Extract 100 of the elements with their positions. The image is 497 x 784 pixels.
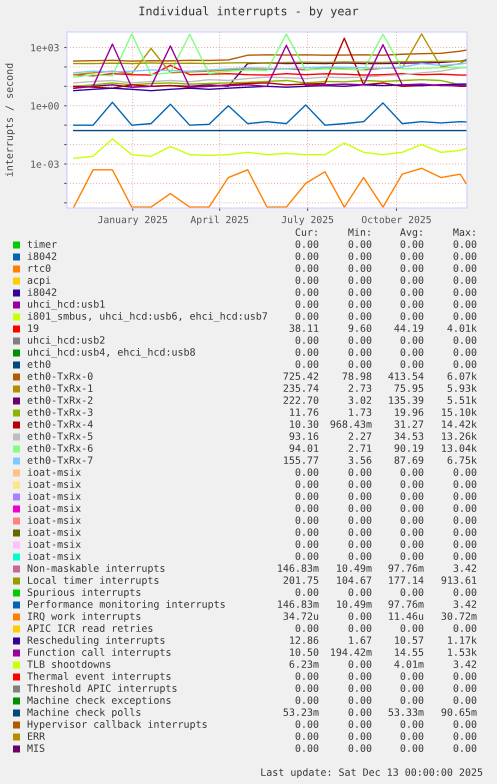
- legend-label: ioat-msix: [28, 528, 81, 536]
- legend-label: rtc0: [28, 264, 50, 272]
- text: 235.74 2.73 75.95 5.93k: [284, 384, 477, 392]
- text: 0.00 0.00 0.00 0.00: [296, 312, 476, 320]
- legend-label: ioat-msix: [28, 540, 81, 548]
- chart-title: Individual interrupts - by year: [139, 6, 358, 18]
- legend-label: Non-maskable interrupts: [28, 564, 164, 574]
- text: 155.77 3.56 87.69 6.75k: [284, 456, 477, 464]
- legend-label: Rescheduling interrupts: [28, 636, 164, 646]
- legend-label: ioat-msix: [28, 516, 81, 524]
- text: 94.01 2.71 90.19 13.04k: [290, 444, 477, 452]
- text: 0.00 0.00 0.00 0.00: [296, 516, 476, 524]
- text: Cur:: [296, 228, 317, 236]
- legend-label: i8042: [28, 288, 56, 296]
- text: 11.76 1.73 19.96 15.10k: [290, 408, 477, 416]
- text: 0.00 0.00 0.00 0.00: [296, 480, 476, 488]
- text: 0.00 0.00 0.00 0.00: [296, 504, 476, 512]
- legend-label: ioat-msix: [28, 468, 81, 476]
- legend-label: eth0-TxRx-1: [28, 384, 93, 392]
- text: 93.16 2.27 34.53 13.26k: [290, 432, 477, 440]
- legend-label: eth0-TxRx-5: [28, 432, 92, 440]
- text: 34.72u 0.00 11.46u 30.72m: [284, 612, 477, 620]
- text: 0.00 0.00 0.00 0.00: [296, 264, 476, 272]
- text: 0.00 0.00 0.00 0.00: [296, 732, 476, 740]
- legend-label: MIS: [27, 744, 44, 752]
- line-series: [73, 62, 467, 74]
- text: 0.00 0.00 0.00 0.00: [296, 468, 476, 476]
- text: 0.00 0.00 0.00 0.00: [296, 744, 476, 752]
- text: 0.00 0.00 0.00 0.00: [296, 552, 476, 560]
- text: 0.00 0.00 0.00 0.00: [296, 492, 476, 500]
- text: 12.86 1.67 10.57 1.17k: [290, 636, 477, 644]
- x-tick-label: January 2025: [98, 216, 168, 226]
- legend-label: eth0-TxRx-2: [28, 396, 92, 404]
- legend-label: IRQ work interrupts: [28, 612, 140, 622]
- line-series: [73, 102, 467, 126]
- text: 0.00 0.00 0.00 0.00: [296, 300, 476, 308]
- text: 146.83m 10.49m 97.76m 3.42: [278, 564, 476, 572]
- legend-label: Performance monitoring interrupts: [28, 600, 225, 610]
- text: Max:: [453, 228, 475, 236]
- legend-label: eth0-TxRx-0: [28, 372, 93, 380]
- text: Min:: [348, 228, 370, 236]
- legend-label: 19: [28, 324, 38, 332]
- text: Avg:: [400, 228, 422, 238]
- y-tick-label: 1e+00: [31, 102, 59, 110]
- text: 0.00 0.00 0.00 0.00: [296, 540, 476, 548]
- text: 0.00 0.00 0.00 0.00: [296, 672, 476, 680]
- line-series: [73, 168, 467, 208]
- text: 0.00 0.00 0.00 0.00: [296, 528, 476, 536]
- legend-label: Spurious interrupts: [28, 588, 140, 598]
- text: 0.00 0.00 0.00 0.00: [296, 624, 476, 632]
- text: 0.00 0.00 0.00 0.00: [296, 348, 476, 356]
- legend-label: acpi: [28, 276, 50, 286]
- text: 0.00 0.00 0.00 0.00: [296, 720, 476, 728]
- text: 0.00 0.00 0.00 0.00: [296, 252, 476, 260]
- legend-label: uhci_hcd:usb2: [28, 336, 104, 346]
- text: 0.00 0.00 0.00 0.00: [296, 336, 476, 344]
- x-tick-label: April 2025: [190, 216, 248, 226]
- legend-label: Machine check exceptions: [27, 696, 170, 706]
- legend-label: Thermal event interrupts: [27, 672, 170, 682]
- y-tick-label: 1e+03: [31, 44, 59, 52]
- legend-label: Threshold APIC interrupts: [27, 684, 177, 694]
- line-series: [73, 138, 467, 159]
- text: 0.00 0.00 0.00 0.00: [296, 276, 476, 284]
- legend-label: eth0: [28, 360, 50, 368]
- legend-label: APIC ICR read retries: [27, 624, 152, 632]
- text: 10.30 968.43m 31.27 14.42k: [290, 420, 477, 428]
- legend-label: Function call interrupts: [28, 648, 170, 658]
- legend-label: eth0-TxRx-4: [28, 420, 93, 428]
- text: 0.00 0.00 0.00 0.00: [296, 240, 476, 248]
- line-series: [73, 50, 467, 62]
- text: 725.42 78.98 413.54 6.07k: [284, 372, 477, 380]
- text: 222.70 3.02 135.39 5.51k: [284, 396, 477, 404]
- legend-label: eth0-TxRx-7: [28, 456, 92, 464]
- legend-label: uhci_hcd:usb4, ehci_hcd:usb8: [28, 348, 195, 358]
- text: 201.75 104.67 177.14 913.61: [284, 576, 476, 584]
- text: 6.23m 0.00 4.01m 3.42: [290, 660, 476, 668]
- text: 0.00 0.00 0.00 0.00: [296, 696, 476, 704]
- legend-label: Hypervisor callback interrupts: [28, 720, 207, 730]
- line-series: [73, 64, 467, 76]
- legend-label: Machine check polls: [27, 708, 140, 718]
- y-axis-title: interrupts / second: [5, 64, 15, 176]
- legend-label: eth0-TxRx-3: [28, 408, 92, 416]
- legend-label: TLB shootdowns: [27, 660, 110, 668]
- legend-label: ioat-msix: [28, 504, 81, 512]
- text: 0.00 0.00 0.00 0.00: [296, 288, 476, 296]
- legend-label: timer: [28, 240, 57, 248]
- text: 38.11 9.60 44.19 4.01k: [290, 324, 477, 332]
- text: 0.00 0.00 0.00 0.00: [296, 360, 476, 368]
- legend-label: Local timer interrupts: [28, 576, 158, 586]
- x-tick-label: July 2025: [282, 216, 334, 226]
- legend-label: i801_smbus, uhci_hcd:usb6, ehci_hcd:usb7: [28, 312, 268, 322]
- legend-label: ioat-msix: [28, 480, 81, 488]
- text: 53.23m 0.00 53.33m 90.65m: [284, 708, 477, 716]
- text: 0.00 0.00 0.00 0.00: [296, 684, 476, 692]
- legend-label: uhci_hcd:usb1: [28, 300, 105, 310]
- text: 10.50 194.42m 14.55 1.53k: [290, 648, 477, 656]
- text: Last update: Sat Dec 13 00:00:00 2025: [261, 768, 482, 778]
- legend-label: ioat-msix: [28, 492, 81, 500]
- legend-label: ioat-msix: [28, 552, 81, 560]
- line-series: [73, 83, 467, 92]
